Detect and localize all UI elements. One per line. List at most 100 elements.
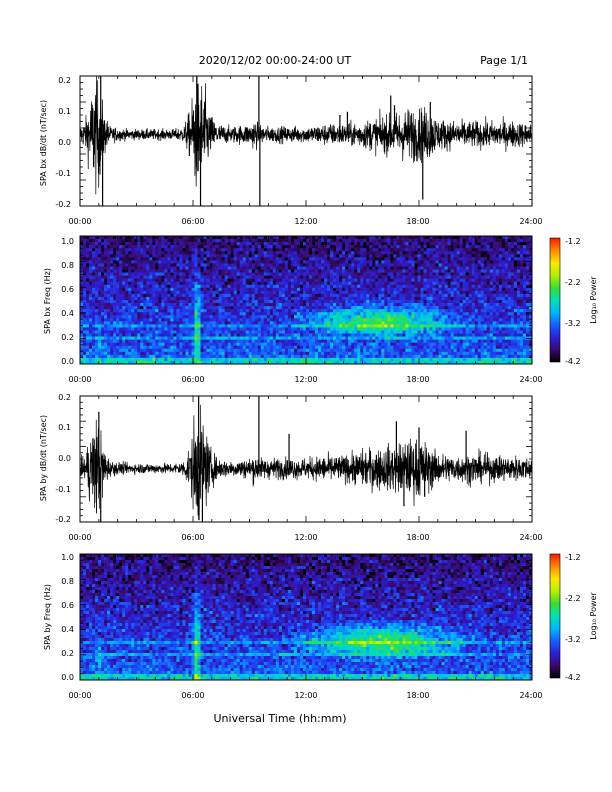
heatmap-cell <box>86 272 90 276</box>
heatmap-cell <box>414 348 418 353</box>
heatmap-cell <box>366 254 370 258</box>
heatmap-cell <box>227 300 231 304</box>
heatmap-cell <box>281 300 286 304</box>
heatmap-cell <box>324 357 328 362</box>
heatmap-cell <box>80 327 84 331</box>
heatmap-cell <box>89 306 93 310</box>
heatmap-cell <box>101 360 105 365</box>
heatmap-cell <box>372 321 376 325</box>
heatmap-cell <box>227 357 231 362</box>
heatmap-cell <box>363 345 367 350</box>
heatmap-cell <box>426 296 430 301</box>
heatmap-cell <box>281 293 286 298</box>
heatmap-cell <box>299 278 304 283</box>
heatmap-cell <box>387 339 391 343</box>
heatmap-cell <box>230 360 234 365</box>
heatmap-cell <box>360 336 364 340</box>
heatmap-cell <box>86 287 90 292</box>
heatmap-cell <box>287 260 292 264</box>
heatmap-cell <box>197 333 201 337</box>
heatmap-cell <box>272 315 277 319</box>
heatmap-cell <box>312 306 316 310</box>
heatmap-cell <box>426 318 430 322</box>
heatmap-cell <box>170 248 174 252</box>
heatmap-cell <box>411 321 415 325</box>
heatmap-cell <box>116 263 120 267</box>
heatmap-cell <box>101 290 105 295</box>
heatmap-cell <box>336 281 340 286</box>
heatmap-cell <box>80 354 84 359</box>
heatmap-cell <box>80 296 84 301</box>
heatmap-cell <box>327 251 331 255</box>
heatmap-cell <box>405 360 409 365</box>
heatmap-cell <box>336 284 340 289</box>
heatmap-cell <box>239 242 244 246</box>
heatmap-cell <box>227 242 231 246</box>
heatmap-cell <box>345 318 349 322</box>
heatmap-cell <box>92 309 96 313</box>
heatmap-cell <box>110 318 114 322</box>
heatmap-cell <box>122 287 126 292</box>
heatmap-cell <box>188 239 192 243</box>
heatmap-cell <box>306 287 310 292</box>
heatmap-cell <box>309 266 313 270</box>
heatmap-cell <box>152 236 156 240</box>
heatmap-cell <box>182 296 186 301</box>
heatmap-cell <box>191 290 195 295</box>
heatmap-cell <box>378 248 382 252</box>
heatmap-cell <box>128 260 132 264</box>
heatmap-cell <box>224 278 228 283</box>
heatmap-cell <box>242 296 247 301</box>
heatmap-cell <box>396 354 400 359</box>
heatmap-cell <box>420 327 424 331</box>
heatmap-cell <box>116 287 120 292</box>
heatmap-cell <box>161 315 165 319</box>
heatmap-cell <box>83 345 87 350</box>
heatmap-cell <box>167 269 171 273</box>
heatmap-cell <box>293 345 298 350</box>
heatmap-cell <box>269 239 274 243</box>
heatmap-cell <box>164 345 168 350</box>
heatmap-cell <box>402 254 406 258</box>
heatmap-cell <box>402 284 406 289</box>
heatmap-cell <box>387 269 391 273</box>
heatmap-cell <box>245 345 250 350</box>
heatmap-cell <box>83 360 87 365</box>
heatmap-cell <box>354 254 358 258</box>
heatmap-cell <box>125 318 129 322</box>
heatmap-cell <box>194 300 198 304</box>
heatmap-cell <box>164 312 168 316</box>
heatmap-cell <box>405 303 409 307</box>
heatmap-cell <box>146 245 150 249</box>
heatmap-cell <box>393 257 397 261</box>
heatmap-cell <box>299 303 304 307</box>
heatmap-cell <box>107 327 111 331</box>
heatmap-cell <box>327 257 331 261</box>
heatmap-cell <box>318 306 322 310</box>
ytick-label: 0.0 <box>58 138 71 147</box>
heatmap-cell <box>275 333 280 337</box>
heatmap-cell <box>339 309 343 313</box>
heatmap-cell <box>233 345 237 350</box>
heatmap-cell <box>327 260 331 264</box>
heatmap-cell <box>125 245 129 249</box>
heatmap-cell <box>89 281 93 286</box>
heatmap-cell <box>128 251 132 255</box>
heatmap-cell <box>269 324 274 328</box>
heatmap-cell <box>104 306 108 310</box>
heatmap-cell <box>185 236 189 240</box>
heatmap-cell <box>324 269 328 273</box>
heatmap-cell <box>372 351 376 356</box>
heatmap-cell <box>221 272 225 276</box>
heatmap-cell <box>188 284 192 289</box>
heatmap-cell <box>155 303 159 307</box>
heatmap-cell <box>92 239 96 243</box>
heatmap-cell <box>215 342 219 347</box>
heatmap-cell <box>95 272 99 276</box>
heatmap-cell <box>113 281 117 286</box>
heatmap-cell <box>185 330 189 334</box>
heatmap-cell <box>426 303 430 307</box>
heatmap-cell <box>176 348 180 353</box>
heatmap-cell <box>215 245 219 249</box>
heatmap-cell <box>354 306 358 310</box>
